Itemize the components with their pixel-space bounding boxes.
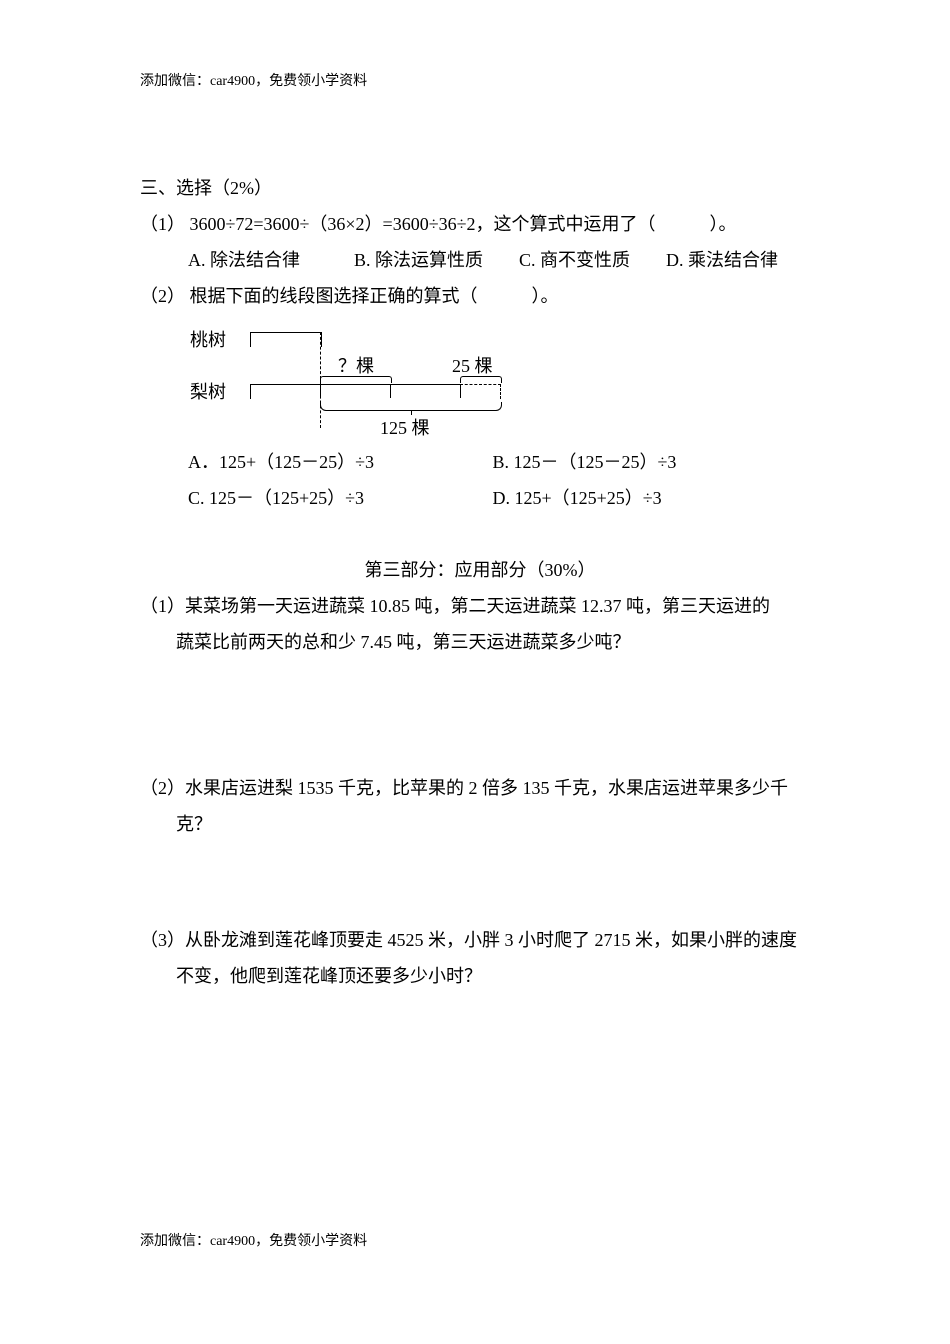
q2-optA: A．125+（125－25）÷3	[188, 444, 488, 480]
footer-note: 添加微信：car4900，免费领小学资料	[140, 1230, 367, 1250]
label-extra: 25 棵	[452, 352, 493, 378]
q2-stem: （2） 根据下面的线段图选择正确的算式（ ）。	[140, 278, 820, 314]
problem-2: （2）水果店运进梨 1535 千克，比苹果的 2 倍多 135 千克，水果店运进…	[140, 770, 820, 842]
q1-options: A. 除法结合律 B. 除法运算性质 C. 商不变性质 D. 乘法结合律	[188, 242, 820, 278]
bar-pear	[250, 384, 461, 399]
q2-options-row2: C. 125－（125+25）÷3 D. 125+（125+25）÷3	[188, 480, 820, 516]
p1-line1: （1）某菜场第一天运进蔬菜 10.85 吨，第二天运进蔬菜 12.37 吨，第三…	[140, 588, 820, 624]
brace-extra	[460, 376, 502, 383]
label-qmark: ？棵	[338, 352, 374, 378]
p2-line1: （2）水果店运进梨 1535 千克，比苹果的 2 倍多 135 千克，水果店运进…	[140, 770, 820, 806]
brace-total	[320, 402, 502, 411]
header-note: 添加微信：car4900，免费领小学资料	[140, 70, 820, 90]
q1-stem: （1） 3600÷72=3600÷（36×2）=3600÷36÷2，这个算式中运…	[140, 206, 820, 242]
part3-title: 第三部分：应用部分（30%）	[140, 556, 820, 582]
brace-qmark	[320, 376, 392, 383]
label-pear: 梨树	[190, 378, 226, 404]
page: 添加微信：car4900，免费领小学资料 三、选择（2%） （1） 3600÷7…	[0, 0, 950, 994]
p3-line2: 不变，他爬到莲花峰顶还要多少小时？	[176, 958, 820, 994]
q2-optD: D. 125+（125+25）÷3	[493, 480, 662, 516]
p1-line2: 蔬菜比前两天的总和少 7.45 吨，第三天运进蔬菜多少吨？	[176, 624, 820, 660]
problem-3: （3）从卧龙滩到莲花峰顶要走 4525 米，小胖 3 小时爬了 2715 米，如…	[140, 922, 820, 994]
bar-peach	[250, 332, 322, 347]
seg1	[320, 384, 321, 398]
label-peach: 桃树	[190, 326, 226, 352]
seg2	[390, 384, 391, 398]
line-diagram: 桃树 ？棵 25 棵 梨树 125 棵	[190, 320, 520, 440]
p2-line2: 克？	[176, 806, 820, 842]
q2-optC: C. 125－（125+25）÷3	[188, 480, 488, 516]
section3-title: 三、选择（2%）	[140, 170, 820, 206]
q2-optB: B. 125－（125－25）÷3	[493, 444, 677, 480]
label-total: 125 棵	[380, 414, 430, 440]
problem-1: （1）某菜场第一天运进蔬菜 10.85 吨，第二天运进蔬菜 12.37 吨，第三…	[140, 588, 820, 660]
dash-ext	[460, 384, 501, 399]
p3-line1: （3）从卧龙滩到莲花峰顶要走 4525 米，小胖 3 小时爬了 2715 米，如…	[140, 922, 820, 958]
q2-options-row1: A．125+（125－25）÷3 B. 125－（125－25）÷3	[188, 444, 820, 480]
